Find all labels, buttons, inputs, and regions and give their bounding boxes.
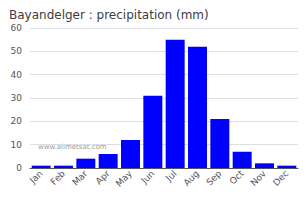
svg-text:Jun: Jun <box>139 168 157 186</box>
svg-text:Sep: Sep <box>204 168 223 187</box>
svg-text:Oct: Oct <box>228 168 246 186</box>
svg-text:May: May <box>114 168 135 189</box>
svg-text:Jul: Jul <box>163 168 178 183</box>
svg-text:10: 10 <box>11 140 23 150</box>
svg-text:www.allmetsat.com: www.allmetsat.com <box>38 143 107 151</box>
svg-text:Bayandelger : precipitation (m: Bayandelger : precipitation (mm) <box>9 8 209 22</box>
svg-text:Mar: Mar <box>70 168 89 187</box>
svg-text:50: 50 <box>11 46 23 56</box>
svg-text:Aug: Aug <box>182 168 201 187</box>
svg-text:60: 60 <box>11 23 23 33</box>
svg-text:30: 30 <box>11 93 23 103</box>
svg-text:0: 0 <box>16 163 22 173</box>
svg-text:Dec: Dec <box>271 168 290 187</box>
svg-text:20: 20 <box>11 116 23 126</box>
svg-text:Feb: Feb <box>49 168 68 187</box>
svg-text:Apr: Apr <box>94 168 112 186</box>
svg-text:40: 40 <box>11 70 23 80</box>
svg-text:Nov: Nov <box>249 168 269 188</box>
svg-text:Jan: Jan <box>27 168 45 186</box>
